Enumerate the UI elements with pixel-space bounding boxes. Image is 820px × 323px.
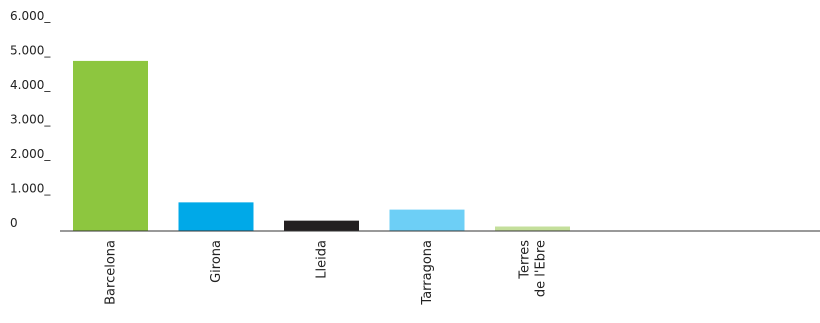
y-tick-label: 5.000_ (10, 44, 51, 58)
x-tick-label: Girona (209, 240, 224, 283)
x-tick-label: Tarragona (420, 240, 435, 306)
x-tick-label: Barcelona (104, 240, 119, 305)
y-tick-label: 4.000_ (10, 78, 51, 92)
bar-0 (73, 60, 148, 231)
bars (73, 60, 570, 231)
y-axis: 0 1.000_ 2.000_ 3.000_ 4.000_ 5.000_ 6.000_ (10, 9, 51, 230)
bar-4 (495, 226, 570, 231)
y-tick-label: 3.000_ (10, 113, 51, 127)
x-tick-label: Lleida (315, 240, 330, 279)
bar-1 (178, 202, 254, 231)
x-tick-label: de l'Ebre (534, 240, 549, 297)
x-axis-labels: Barcelona Girona Lleida Tarragona Terres de l… (104, 240, 549, 306)
bar-3 (389, 209, 465, 231)
y-tick-label: 1.000_ (10, 182, 51, 196)
y-tick-label: 2.000_ (10, 147, 51, 161)
x-tick-label: Terres (518, 240, 533, 280)
bar-2 (284, 220, 359, 231)
y-tick-label: 0 (10, 216, 18, 230)
y-tick-label: 6.000_ (10, 9, 51, 23)
